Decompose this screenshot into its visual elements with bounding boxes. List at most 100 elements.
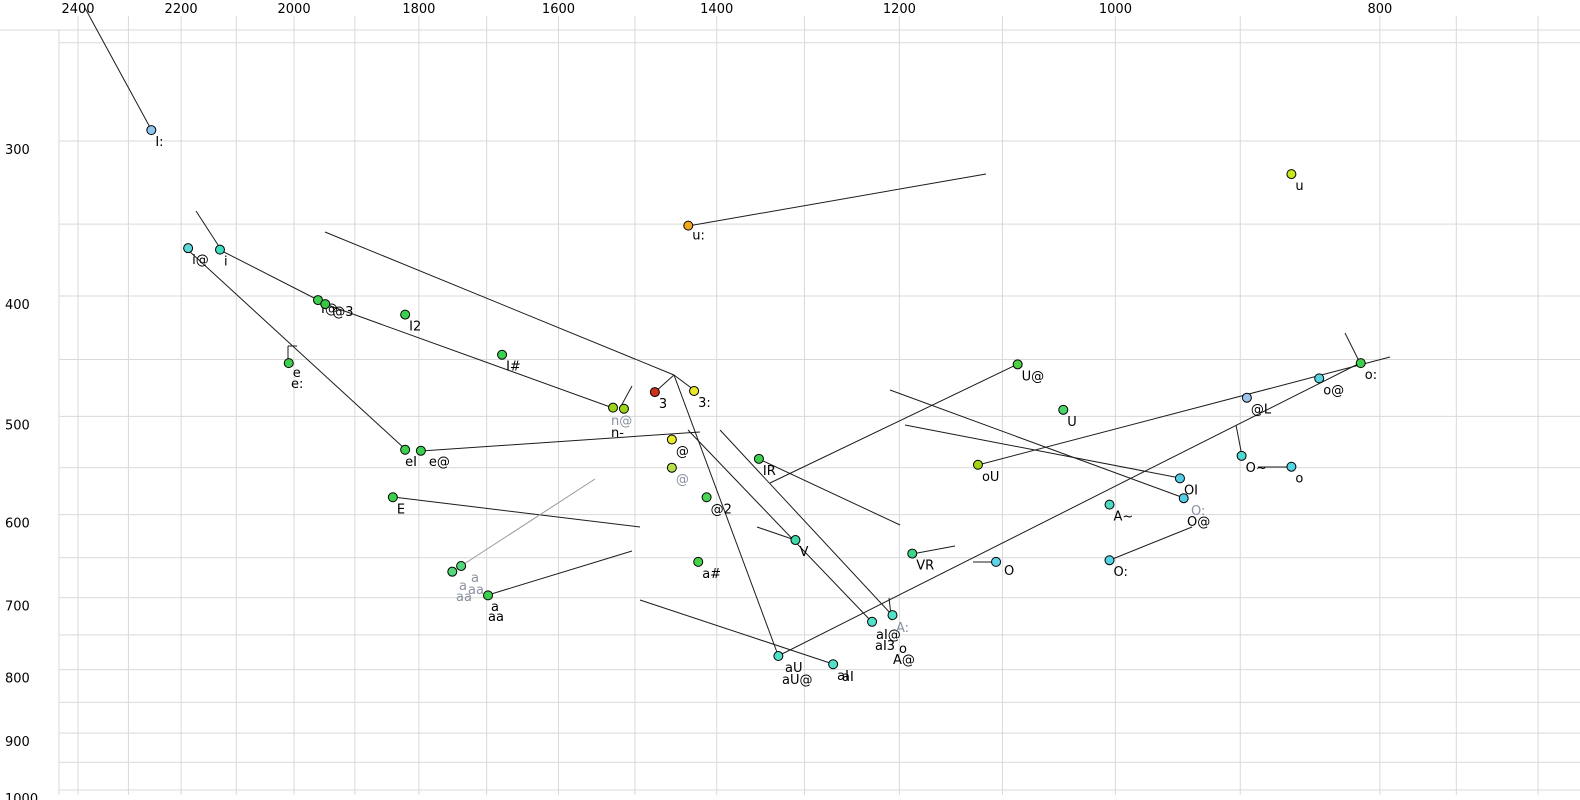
data-point — [1178, 493, 1189, 504]
point-label: O: — [1114, 565, 1128, 580]
cluster-label: aa — [456, 590, 472, 605]
y-axis-tick-label: 500 — [5, 418, 30, 433]
data-point — [1174, 473, 1185, 484]
point-label: OI — [1184, 483, 1198, 498]
cluster-label: e: — [291, 377, 303, 392]
y-axis-tick-label: 600 — [5, 517, 30, 532]
data-point — [1236, 450, 1247, 461]
point-label: i@ — [192, 253, 209, 268]
data-point — [1104, 555, 1115, 566]
y-axis-tick-label: 400 — [5, 298, 30, 313]
data-point — [320, 299, 331, 310]
x-axis-tick-label: 1400 — [700, 2, 733, 17]
x-axis-tick-label: 2200 — [165, 2, 198, 17]
data-point — [400, 444, 411, 455]
point-label: i — [224, 255, 228, 270]
trajectory-line — [777, 362, 1361, 657]
point-label: u: — [692, 229, 705, 244]
point-label: e — [293, 366, 301, 381]
trajectory-line — [639, 599, 834, 665]
point-label: o — [1295, 472, 1303, 487]
point-label: @L — [1251, 403, 1272, 418]
x-axis-tick-label: 1000 — [1099, 2, 1132, 17]
point-label: I: — [155, 135, 163, 150]
data-point — [146, 125, 157, 136]
data-point — [828, 659, 839, 670]
cluster-label: aU@ — [782, 673, 812, 688]
data-point — [1355, 358, 1366, 369]
data-point — [447, 566, 458, 577]
data-point — [666, 434, 677, 445]
cluster-label: aI3 — [875, 639, 895, 654]
x-axis-tick-label: 800 — [1367, 2, 1392, 17]
point-label: @2 — [711, 502, 732, 517]
data-point — [1241, 392, 1252, 403]
trajectory-line — [1344, 332, 1361, 364]
data-point — [773, 651, 784, 662]
cluster-label: n- — [611, 426, 624, 441]
point-label: VR — [916, 559, 934, 574]
y-axis-tick-label: 900 — [5, 735, 30, 750]
data-point — [790, 535, 801, 546]
trajectory-line — [756, 526, 796, 541]
cluster-label: aa — [488, 610, 504, 625]
data-point — [991, 556, 1002, 567]
data-point — [1104, 499, 1115, 510]
data-point — [907, 548, 918, 559]
cluster-label: aI@ — [876, 628, 901, 643]
point-label: @3 — [332, 305, 353, 320]
data-point — [683, 220, 694, 231]
point-label: a# — [702, 567, 721, 582]
data-point — [1286, 169, 1297, 180]
cluster-label: o — [899, 642, 907, 657]
data-point — [1058, 404, 1069, 415]
trajectory-line — [420, 431, 701, 452]
cluster-label: O@ — [1187, 515, 1210, 530]
cluster-label: a — [459, 579, 467, 594]
trajectory-line — [392, 496, 641, 528]
point-label: A~ — [1114, 510, 1134, 525]
trajectory-line — [187, 249, 406, 450]
cluster-label: A@ — [893, 653, 915, 668]
data-point — [618, 403, 629, 414]
trajectory-line — [687, 429, 873, 623]
trajectory-line — [719, 429, 893, 616]
point-label: eI — [405, 455, 417, 470]
point-label: aI — [837, 669, 849, 684]
data-point — [214, 244, 225, 255]
data-point — [1286, 461, 1297, 472]
data-point — [483, 590, 494, 601]
data-point — [753, 453, 764, 464]
trajectory-line — [219, 249, 319, 301]
x-axis-tick-label: 2400 — [61, 2, 94, 17]
point-label: E — [397, 502, 405, 517]
point-label: o: — [1365, 368, 1377, 383]
data-point — [649, 387, 660, 398]
data-point — [387, 492, 398, 503]
y-axis-tick-label: 800 — [5, 672, 30, 687]
x-axis-tick-label: 1200 — [883, 2, 916, 17]
trajectory-line — [889, 389, 1185, 499]
data-point — [497, 349, 508, 360]
data-point — [887, 610, 898, 621]
point-label: U@ — [1022, 369, 1045, 384]
y-axis-tick-label: 300 — [5, 143, 30, 158]
trajectory-line — [904, 424, 1181, 479]
data-point — [1012, 359, 1023, 370]
data-point — [693, 556, 704, 567]
trajectory-line — [1109, 526, 1193, 561]
trajectory-line — [687, 173, 987, 227]
data-point — [456, 560, 467, 571]
trajectory-line — [195, 210, 221, 249]
point-label: IR — [763, 464, 776, 479]
point-label: @ — [676, 473, 689, 488]
cluster-label: O: — [1191, 504, 1205, 519]
point-label: V — [799, 545, 808, 560]
point-label: u — [1295, 179, 1303, 194]
data-point — [867, 616, 878, 627]
data-point — [1314, 373, 1325, 384]
point-label: U — [1067, 415, 1077, 430]
data-point — [415, 445, 426, 456]
